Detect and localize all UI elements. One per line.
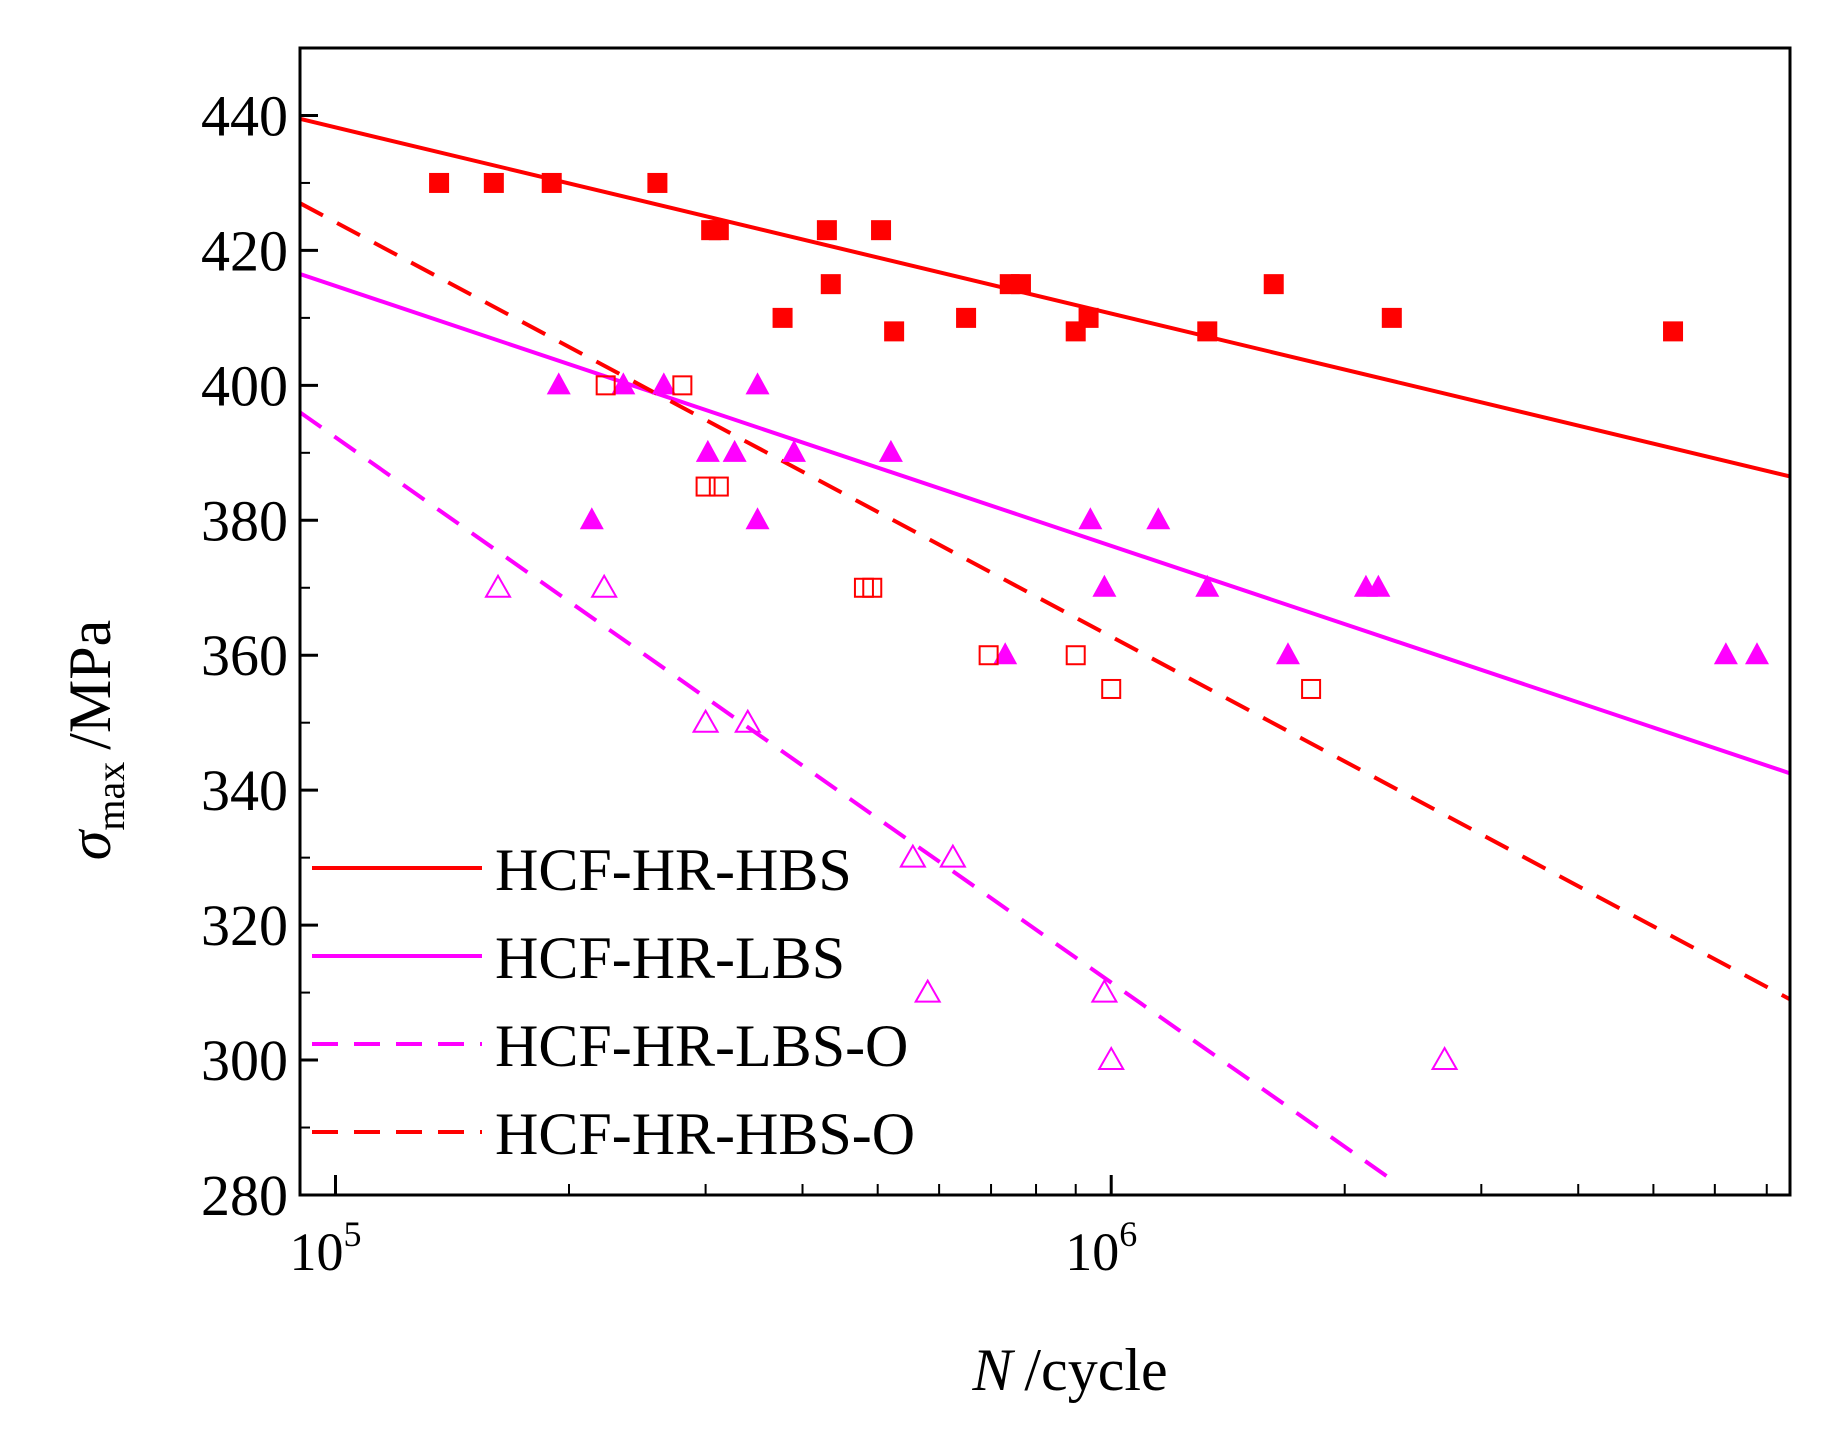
axes-layer: 280 300 320 340 360 380 400 420 440 105 106 [201,46,1792,1282]
axis-labels-layer: σmax/MPa N/cycle [57,620,1168,1403]
x-axis-label-var: N [971,1337,1015,1403]
x-axis-label-unit: /cycle [1024,1337,1167,1403]
data-point [1366,574,1391,597]
fit-line-hcf-hr-lbs [300,272,1790,776]
data-point [691,708,720,733]
data-point [1101,678,1122,699]
data-point [884,321,905,342]
y-tick-label: 400 [201,353,288,418]
data-point [708,476,729,497]
data-point [708,220,729,241]
data-point [993,642,1018,665]
data-point [546,372,571,395]
data-point [1381,307,1402,328]
data-points-layer [429,172,1769,1071]
data-point [956,307,977,328]
legend-item: HCF-HR-LBS [312,925,845,991]
x-tick-label: 105 [289,1214,361,1282]
x-axis-label: N/cycle [971,1337,1167,1403]
data-point [1078,507,1103,530]
data-point [541,172,562,193]
y-axis-label-var: σ [57,828,123,860]
fit-line-hcf-hr-hbs-o [300,201,1790,1002]
y-axis-label-unit: /MPa [57,620,123,750]
data-point [1078,307,1099,328]
legend-item: HCF-HR-HBS [312,837,852,903]
data-point [611,372,636,395]
data-point [595,375,616,396]
data-point [695,439,720,462]
y-tick-label: 320 [201,893,288,958]
data-point [1090,978,1119,1003]
data-point [878,439,903,462]
data-point [1195,574,1220,597]
data-point [939,843,967,868]
fit-line-hcf-hr-hbs [300,116,1790,479]
data-point [862,577,883,598]
data-point [772,307,793,328]
y-tick-label: 300 [201,1028,288,1093]
data-point [1065,645,1086,666]
data-point [695,476,716,497]
data-point [781,439,806,462]
data-point [1430,1046,1459,1071]
data-point [429,172,450,193]
data-point [1197,321,1218,342]
data-point [745,507,770,530]
legend-label: HCF-HR-LBS [495,925,845,991]
y-axis-label-sub: max [88,762,133,831]
data-point [1146,507,1171,530]
legend-item: HCF-HR-HBS-O [312,1101,915,1167]
fit-line-hcf-hr-lbs-o [300,410,1401,1187]
legend: HCF-HR-HBS HCF-HR-LBS HCF-HR-LBS-O HCF-HR-H… [312,837,915,1167]
data-point [651,372,676,395]
y-tick-label: 420 [201,218,288,283]
data-point [816,220,837,241]
data-point [1663,321,1684,342]
y-axis-label: σmax/MPa [57,620,133,861]
data-point [483,172,504,193]
data-point [672,375,693,396]
data-point [1010,274,1031,295]
legend-label: HCF-HR-LBS-O [495,1013,908,1079]
data-point [899,843,927,868]
data-point [871,220,892,241]
data-point [1744,642,1769,665]
data-point [734,708,762,733]
data-point [913,978,942,1003]
legend-label: HCF-HR-HBS [495,837,852,903]
data-point [745,372,770,395]
data-point [1097,1046,1125,1071]
data-point [820,274,841,295]
data-point [647,172,668,193]
data-point [978,645,999,666]
data-point [1092,574,1117,597]
data-point [1275,642,1300,665]
y-tick-label: 360 [201,623,288,688]
data-point [579,507,604,530]
y-tick-label: 340 [201,758,288,823]
data-point [484,573,512,598]
y-tick-label: 440 [201,83,288,148]
legend-label: HCF-HR-HBS-O [495,1101,915,1167]
data-point [1713,642,1738,665]
plot-frame [298,46,1792,1197]
x-tick-label: 106 [1065,1214,1137,1282]
y-tick-label: 380 [201,488,288,553]
y-tick-label: 280 [201,1163,288,1228]
data-point [1263,274,1284,295]
legend-item: HCF-HR-LBS-O [312,1013,908,1079]
data-point [590,573,618,598]
data-point [722,439,747,462]
data-point [1301,678,1322,699]
